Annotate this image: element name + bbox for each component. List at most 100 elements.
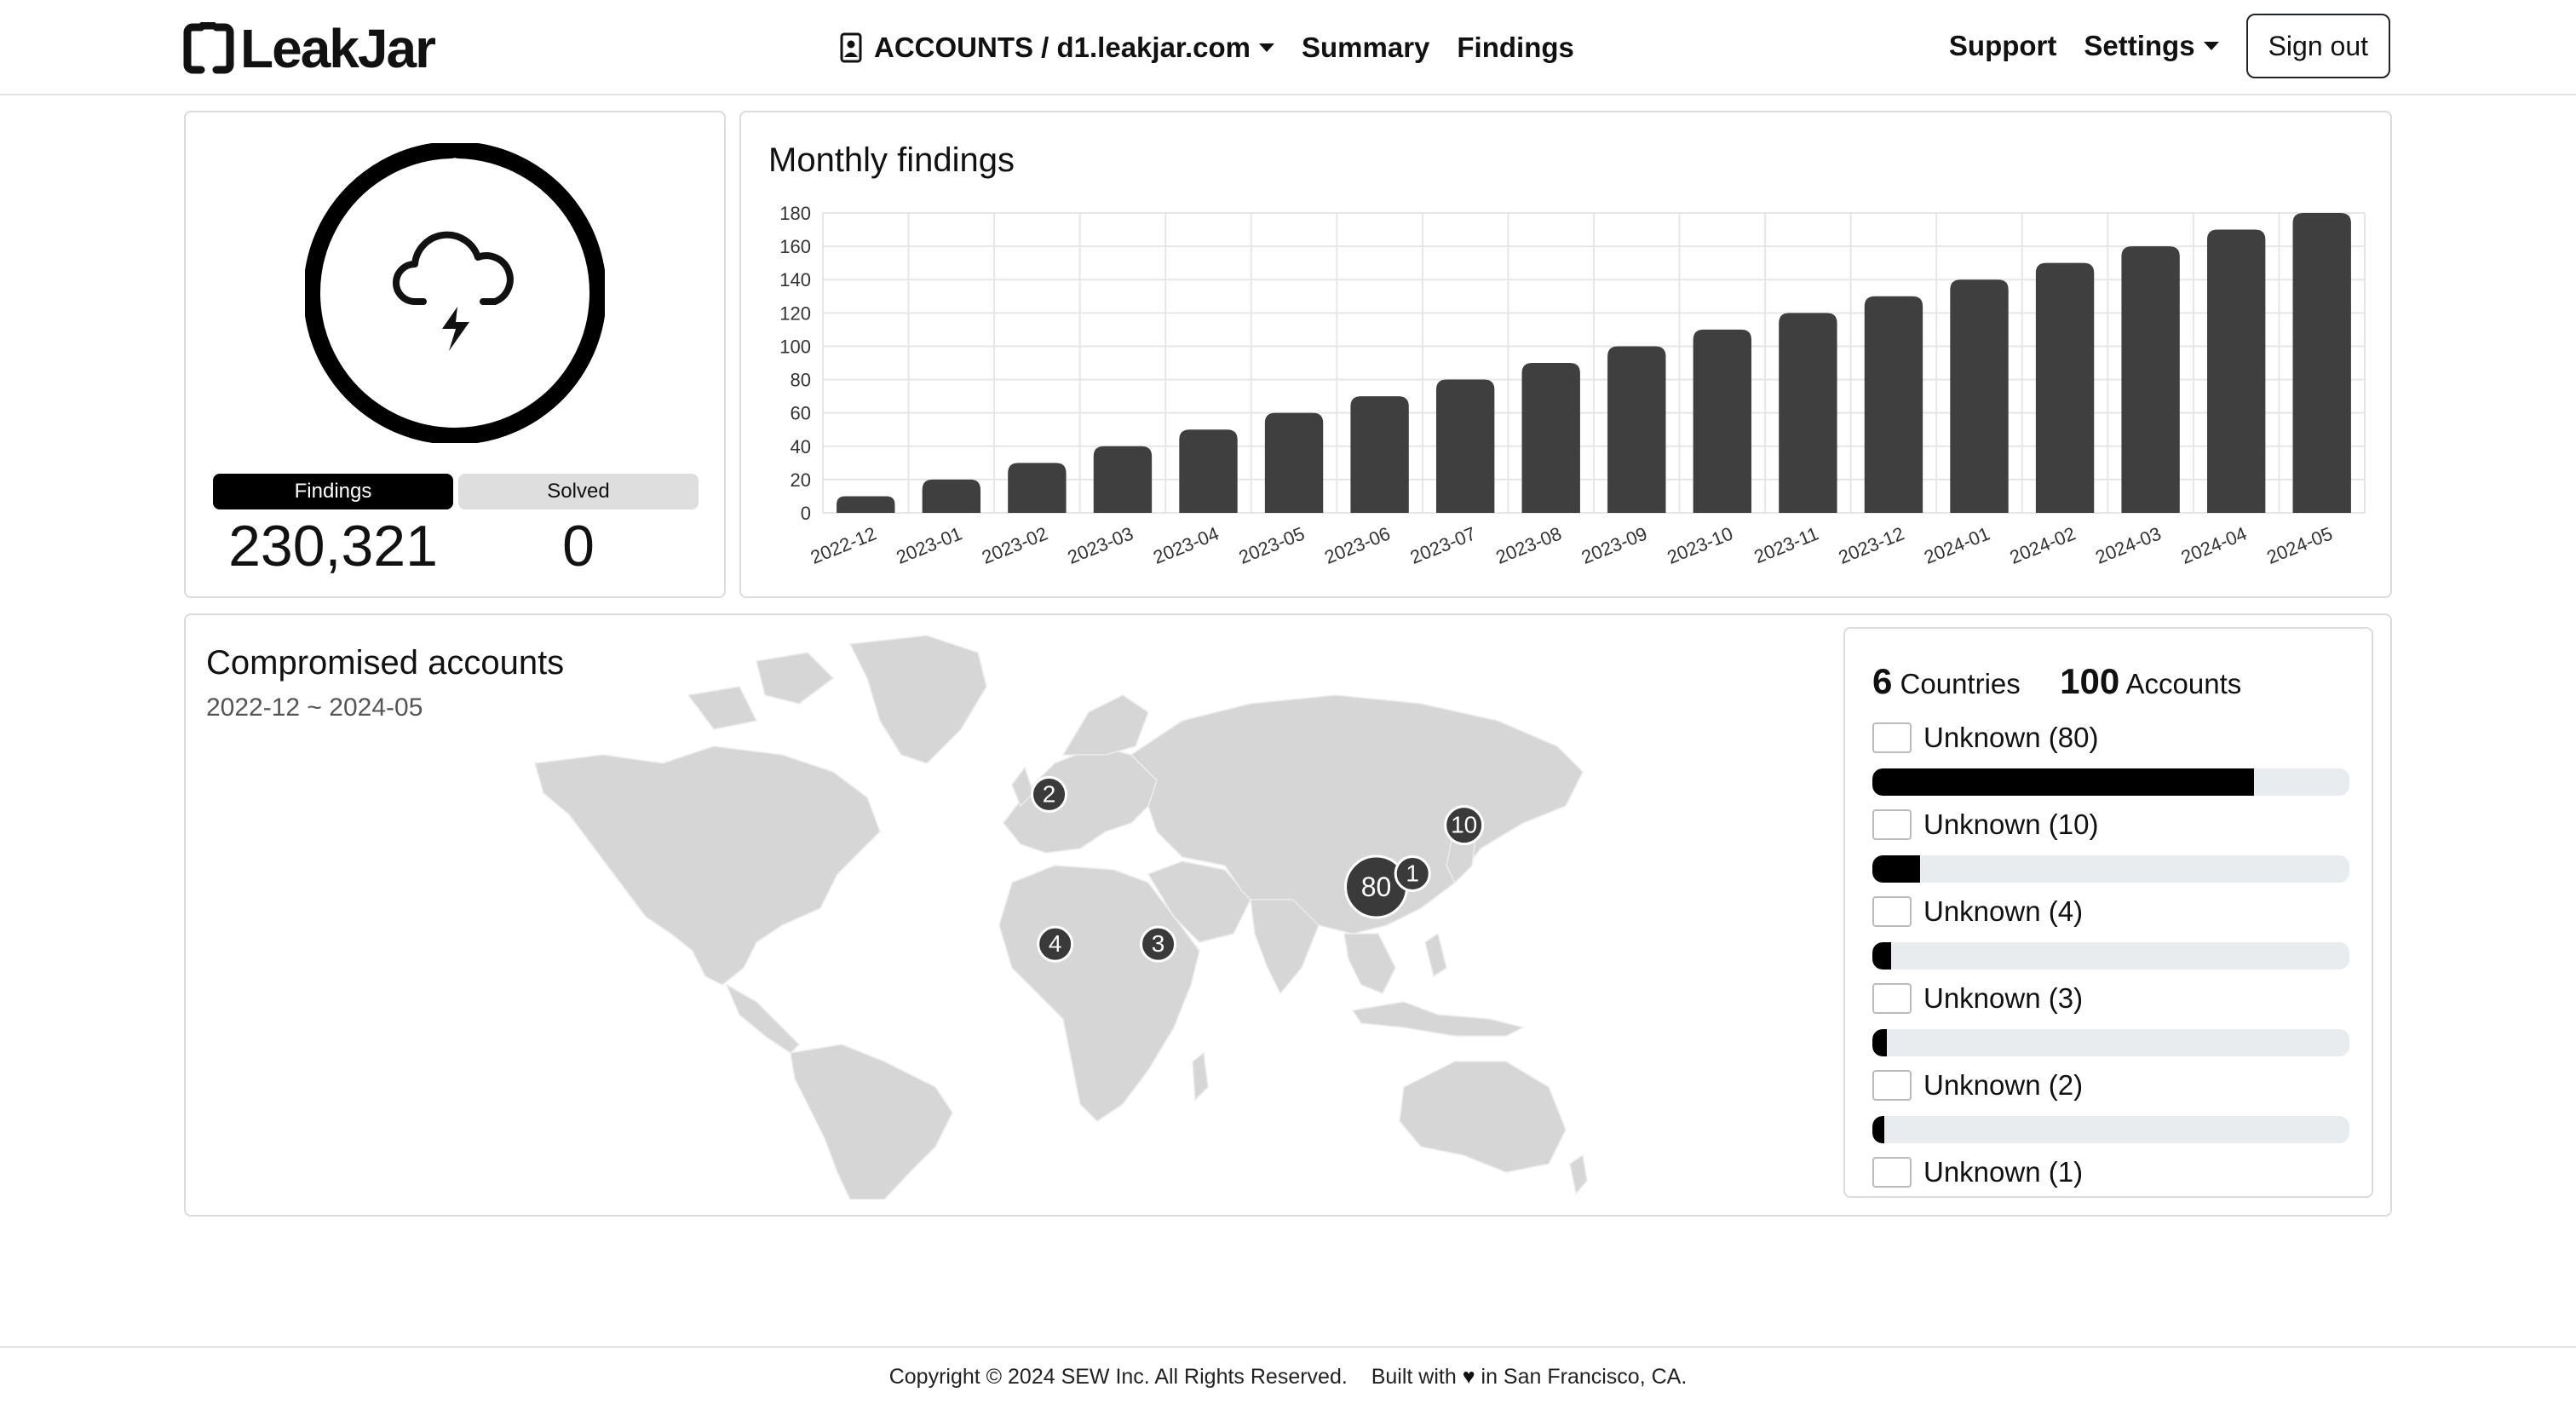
bar-2024-01[interactable] [1950, 279, 2009, 513]
findings-pill[interactable]: Findings [213, 474, 453, 509]
location-item: Unknown (10) [1872, 806, 2349, 893]
location-row: Unknown (80) [1872, 719, 2349, 757]
location-label: Unknown (2) [1923, 1069, 2084, 1101]
country-summary-panel: 6 Countries 100 Accounts Unknown (80) Unk… [1843, 627, 2373, 1198]
map-date-range: 2022-12 ~ 2024-05 [206, 693, 423, 722]
location-progress-fill [1872, 1116, 1884, 1143]
monthly-findings-card: Monthly findings 0 20 40 60 80 100 120 140 160 18… [739, 111, 2392, 598]
marker-label: 2 [1043, 780, 1056, 807]
y-tick-label: 160 [779, 236, 811, 257]
nav-right: Support Settings Sign out [1949, 14, 2390, 78]
location-checkbox[interactable] [1872, 983, 1912, 1014]
bar-2024-04[interactable] [2206, 229, 2266, 513]
location-checkbox[interactable] [1872, 722, 1912, 753]
world-map[interactable]: 80 10 1 2 4 3 [501, 627, 1591, 1200]
bar-2023-09[interactable] [1607, 346, 1666, 513]
marker-circle [1394, 854, 1431, 892]
account-badge-icon [840, 32, 862, 63]
marker-label: 80 [1361, 872, 1392, 902]
bar-2024-03[interactable] [2121, 246, 2180, 513]
accounts-dropdown[interactable]: ACCOUNTS / d1.leakjar.com [840, 32, 1274, 64]
x-tick-label: 2024-02 [2007, 522, 2079, 567]
bar-2023-06[interactable] [1350, 396, 1409, 513]
logo-text: LeakJar [240, 18, 436, 79]
bar-2024-05[interactable] [2292, 213, 2351, 513]
settings-label: Settings [2084, 30, 2195, 61]
location-checkbox[interactable] [1872, 896, 1912, 927]
bar-2023-08[interactable] [1521, 363, 1580, 513]
location-item: Unknown (2) [1872, 1067, 2349, 1154]
countries-label: Countries [1900, 668, 2021, 699]
map-land [534, 635, 1588, 1200]
marker-label: 4 [1049, 930, 1062, 957]
solved-count: 0 [562, 514, 595, 578]
nav-findings[interactable]: Findings [1457, 32, 1574, 63]
map-markers: 80 10 1 2 4 3 [1031, 775, 1485, 963]
y-tick-label: 80 [791, 370, 811, 391]
panel-summary: 6 Countries 100 Accounts [1872, 661, 2241, 702]
y-tick-label: 60 [791, 403, 811, 424]
chart-title: Monthly findings [768, 141, 1015, 179]
x-tick-label: 2023-08 [1492, 522, 1564, 567]
map-marker-10[interactable]: 10 [1444, 805, 1485, 846]
x-tick-label: 2023-05 [1236, 522, 1308, 567]
progress-ring [303, 141, 607, 445]
location-checkbox[interactable] [1872, 1157, 1912, 1188]
x-tick-label: 2023-07 [1407, 522, 1479, 567]
nav-support[interactable]: Support [1948, 30, 2057, 61]
marker-circle [1140, 925, 1177, 963]
bar-2024-02[interactable] [2035, 262, 2095, 513]
bar-2023-12[interactable] [1864, 296, 1923, 513]
cloud-lightning-icon [393, 231, 514, 351]
bar-2023-10[interactable] [1693, 329, 1752, 513]
bar-2023-05[interactable] [1264, 412, 1324, 513]
y-tick-label: 180 [779, 203, 811, 224]
bar-2023-07[interactable] [1435, 379, 1495, 513]
copyright-text: Copyright © 2024 SEW Inc. All Rights Res… [888, 1365, 1348, 1389]
chevron-down-icon [1258, 43, 1274, 52]
bar-2023-02[interactable] [1008, 463, 1067, 513]
location-list: Unknown (80) Unknown (10) Unknown (4) Unkno… [1872, 719, 2349, 1196]
location-label: Unknown (1) [1923, 1156, 2084, 1188]
logo-icon [183, 22, 234, 74]
x-tick-label: 2024-01 [1921, 522, 1992, 567]
x-tick-label: 2023-06 [1321, 522, 1393, 567]
location-checkbox[interactable] [1872, 1070, 1912, 1101]
bar-2023-04[interactable] [1179, 429, 1238, 513]
bar-2022-12[interactable] [837, 496, 895, 513]
solved-pill[interactable]: Solved [458, 474, 699, 509]
location-checkbox[interactable] [1872, 809, 1912, 840]
map-marker-2[interactable]: 2 [1031, 775, 1068, 813]
map-marker-4[interactable]: 4 [1037, 925, 1074, 963]
accounts-count: 100 [2060, 661, 2120, 701]
location-progress-bar [1872, 1029, 2349, 1056]
navbar: LeakJar ACCOUNTS / d1.leakjar.com Summar… [0, 0, 2576, 95]
bar-2023-03[interactable] [1093, 446, 1153, 513]
footer: Copyright © 2024 SEW Inc. All Rights Res… [0, 1346, 2576, 1404]
settings-dropdown[interactable]: Settings [2084, 30, 2219, 62]
location-item: Unknown (80) [1872, 719, 2349, 806]
location-progress-bar [1872, 768, 2349, 796]
x-tick-label: 2024-03 [2092, 522, 2164, 567]
sign-out-button[interactable]: Sign out [2245, 14, 2390, 78]
map-marker-3[interactable]: 3 [1140, 925, 1177, 963]
nav-main: ACCOUNTS / d1.leakjar.com Summary Findin… [840, 26, 1601, 70]
bar-2023-01[interactable] [922, 479, 981, 513]
nav-summary[interactable]: Summary [1301, 32, 1430, 63]
logo[interactable]: LeakJar [182, 18, 436, 79]
x-tick-label: 2023-02 [979, 522, 1050, 567]
chart-bars [837, 213, 2351, 513]
x-tick-label: 2023-10 [1664, 522, 1735, 567]
bar-2023-11[interactable] [1779, 313, 1837, 513]
x-tick-label: 2022-12 [808, 522, 879, 567]
status-ring [303, 141, 607, 445]
location-row: Unknown (1) [1872, 1154, 2349, 1191]
marker-circle [1444, 805, 1485, 846]
x-tick-label: 2023-11 [1751, 522, 1822, 567]
x-tick-label: 2023-01 [893, 522, 964, 567]
y-tick-label: 0 [801, 503, 811, 524]
map-marker-1[interactable]: 1 [1394, 854, 1431, 892]
location-progress-fill [1872, 768, 2254, 796]
location-progress-bar [1872, 1116, 2349, 1143]
